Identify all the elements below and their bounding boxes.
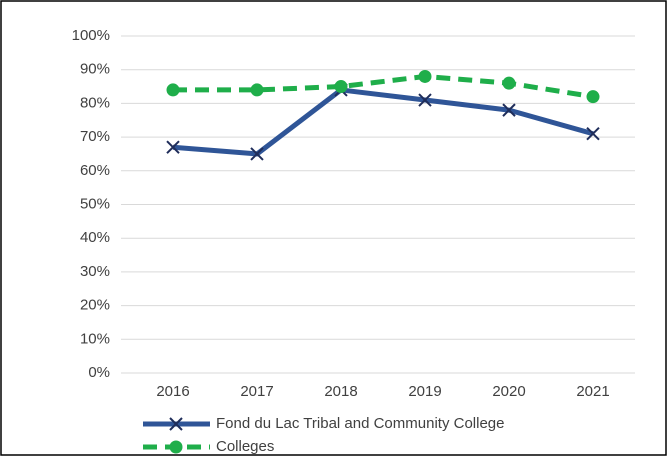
- y-tick-label: 100%: [72, 27, 110, 44]
- legend-marker: [169, 417, 183, 431]
- legend-label: Colleges: [216, 438, 274, 455]
- y-tick-label: 30%: [80, 263, 110, 280]
- y-tick-label: 10%: [80, 330, 110, 347]
- x-tick-label: 2019: [408, 383, 441, 400]
- legend-label: Fond du Lac Tribal and Community College: [216, 415, 505, 432]
- x-tick-label: 2016: [156, 383, 189, 400]
- x-tick-label: 2018: [324, 383, 357, 400]
- y-tick-label: 0%: [88, 364, 110, 381]
- y-tick-label: 50%: [80, 195, 110, 212]
- point-marker: [166, 140, 180, 154]
- point-marker: [586, 127, 600, 141]
- y-tick-label: 70%: [80, 128, 110, 145]
- y-tick-label: 20%: [80, 297, 110, 314]
- legend-marker: [169, 440, 183, 454]
- point-marker: [502, 103, 516, 117]
- series-line: [172, 87, 594, 157]
- x-tick-label: 2020: [492, 383, 525, 400]
- y-tick-label: 60%: [80, 162, 110, 179]
- point-marker: [250, 83, 264, 97]
- point-marker: [166, 83, 180, 97]
- series-line: [173, 73, 594, 100]
- point-marker: [418, 93, 432, 107]
- y-tick-label: 80%: [80, 94, 110, 111]
- point-marker: [502, 76, 516, 90]
- y-tick-label: 40%: [80, 229, 110, 246]
- point-marker: [250, 147, 264, 161]
- x-tick-label: 2017: [240, 383, 273, 400]
- point-marker: [586, 90, 600, 104]
- point-marker: [418, 69, 432, 83]
- point-marker: [334, 80, 348, 94]
- x-tick-label: 2021: [576, 383, 609, 400]
- y-tick-label: 90%: [80, 61, 110, 78]
